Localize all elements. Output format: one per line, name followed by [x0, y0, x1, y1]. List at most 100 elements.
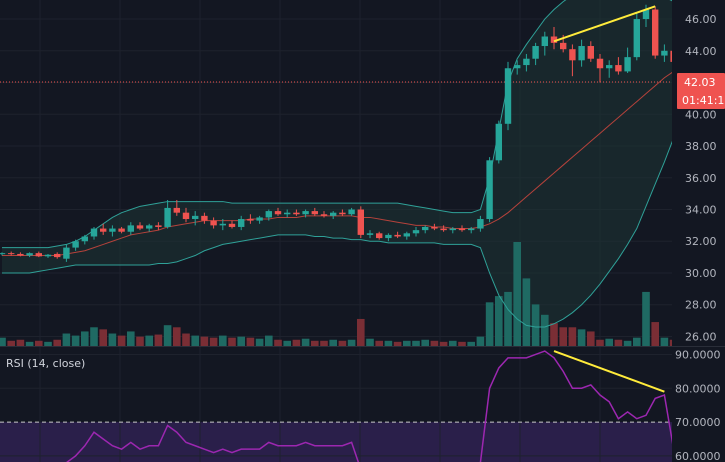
candle-47[interactable] — [431, 223, 438, 231]
candle-31[interactable] — [284, 209, 291, 218]
candle-13[interactable] — [118, 226, 125, 234]
candle-21[interactable] — [192, 211, 199, 226]
rsi-trendline[interactable] — [553, 350, 665, 393]
candle-3[interactable] — [26, 252, 33, 258]
candle-26[interactable] — [238, 215, 245, 231]
volume-bar-51 — [467, 341, 475, 346]
volume-bar-25 — [228, 337, 236, 346]
candle-69[interactable] — [633, 12, 640, 61]
candle-64[interactable] — [587, 41, 594, 62]
candle-27[interactable] — [247, 214, 254, 224]
candle-2[interactable] — [17, 252, 24, 257]
rsi-axis[interactable]: 90.0000 80.0000 70.0000 60.0000 — [672, 347, 725, 462]
volume-bar-62 — [568, 327, 577, 346]
candle-52[interactable] — [477, 215, 484, 232]
candle-68[interactable] — [624, 47, 631, 74]
volume-bar-66 — [605, 338, 613, 346]
candle-25[interactable] — [228, 220, 236, 229]
volume-bar-17 — [154, 334, 163, 346]
price-tick-7: 32.00 — [685, 235, 717, 248]
candle-60[interactable] — [550, 26, 558, 50]
candle-12[interactable] — [109, 225, 116, 237]
candle-1[interactable] — [8, 251, 15, 256]
candle-20[interactable] — [182, 207, 190, 223]
last-price-label: 42.03 — [684, 76, 716, 89]
candle-17[interactable] — [155, 222, 162, 231]
candle-32[interactable] — [293, 209, 300, 216]
candlestick-series[interactable] — [0, 4, 696, 262]
price-tick-1: 44.00 — [685, 45, 717, 58]
candle-8[interactable] — [72, 239, 79, 251]
candle-11[interactable] — [100, 223, 107, 235]
volume-bar-13 — [117, 335, 126, 346]
volume-bar-30 — [274, 339, 282, 346]
candle-4[interactable] — [35, 251, 42, 258]
candle-59[interactable] — [541, 31, 548, 56]
candle-29[interactable] — [265, 209, 272, 221]
candle-54[interactable] — [495, 120, 502, 164]
candle-40[interactable] — [366, 230, 374, 239]
candle-6[interactable] — [54, 252, 61, 259]
candle-34[interactable] — [311, 207, 318, 216]
candle-0[interactable] — [0, 252, 6, 256]
candle-14[interactable] — [127, 222, 134, 235]
rsi-line[interactable] — [2, 350, 711, 462]
volume-bar-68 — [623, 340, 632, 346]
price-trendline[interactable] — [553, 5, 656, 43]
candle-66[interactable] — [606, 60, 613, 78]
volume-bar-38 — [347, 339, 356, 346]
candle-72[interactable] — [661, 44, 668, 62]
candle-63[interactable] — [578, 39, 585, 67]
volume-bar-31 — [283, 340, 291, 346]
volume-bar-39 — [357, 318, 365, 346]
candle-58[interactable] — [532, 42, 539, 66]
candle-35[interactable] — [320, 211, 328, 218]
candle-42[interactable] — [385, 233, 392, 242]
candle-15[interactable] — [136, 222, 144, 231]
candle-37[interactable] — [339, 209, 346, 216]
candle-51[interactable] — [468, 226, 475, 234]
candle-44[interactable] — [403, 231, 410, 240]
candle-48[interactable] — [440, 225, 447, 232]
candle-19[interactable] — [173, 199, 180, 216]
candle-39[interactable] — [357, 206, 364, 239]
candle-36[interactable] — [330, 211, 337, 220]
volume-bar-36 — [329, 339, 337, 346]
candle-50[interactable] — [458, 225, 466, 232]
candle-56[interactable] — [514, 60, 521, 75]
candle-49[interactable] — [449, 226, 456, 234]
candle-18[interactable] — [164, 199, 171, 229]
candle-33[interactable] — [302, 209, 309, 218]
candle-9[interactable] — [81, 234, 88, 245]
candle-38[interactable] — [348, 207, 355, 216]
candle-10[interactable] — [90, 226, 98, 240]
candle-57[interactable] — [523, 53, 530, 72]
candle-55[interactable] — [504, 61, 512, 131]
bollinger-basis — [2, 61, 693, 257]
last-price-marker: 42.03 01:41:19 — [677, 73, 725, 110]
candle-24[interactable] — [219, 219, 226, 231]
rsi-tick-3: 60.0000 — [675, 450, 721, 462]
candle-65[interactable] — [596, 53, 604, 83]
candle-70[interactable] — [642, 4, 650, 27]
price-axis[interactable]: 46.0044.0042.0040.0038.0036.0034.0032.00… — [672, 0, 725, 346]
candle-16[interactable] — [146, 223, 153, 232]
candle-5[interactable] — [44, 253, 52, 258]
candle-53[interactable] — [486, 157, 493, 223]
volume-bar-49 — [449, 340, 457, 346]
candle-43[interactable] — [394, 231, 401, 239]
candle-46[interactable] — [422, 225, 429, 234]
candle-7[interactable] — [63, 244, 70, 262]
candle-71[interactable] — [652, 6, 659, 59]
candle-28[interactable] — [256, 215, 263, 224]
candle-45[interactable] — [412, 226, 420, 237]
candle-22[interactable] — [201, 212, 208, 224]
candle-23[interactable] — [210, 217, 217, 229]
volume-bar-71 — [651, 322, 659, 346]
candle-62[interactable] — [569, 44, 576, 77]
candle-30[interactable] — [274, 207, 282, 216]
candle-41[interactable] — [376, 231, 383, 240]
candle-67[interactable] — [615, 57, 622, 75]
rsi-title[interactable]: RSI (14, close) — [6, 357, 85, 370]
volume-bar-41 — [375, 340, 383, 346]
